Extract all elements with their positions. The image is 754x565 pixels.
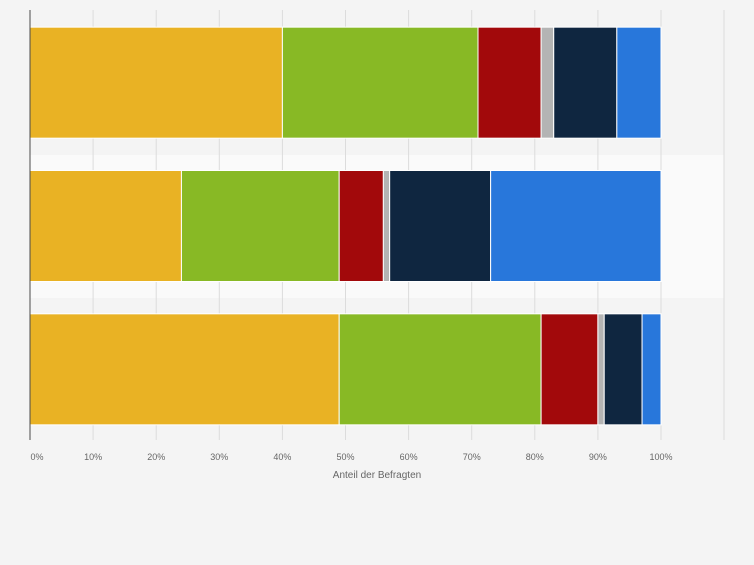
bars bbox=[29, 26, 662, 426]
bar-segment bbox=[180, 170, 340, 282]
bar-segment bbox=[553, 26, 618, 139]
x-tick-label: 0% bbox=[30, 452, 43, 462]
bar-segment bbox=[29, 313, 340, 426]
bar-segment bbox=[540, 26, 555, 139]
x-tick-label: 50% bbox=[336, 452, 354, 462]
bar-segment bbox=[490, 170, 662, 282]
x-tick-label: 60% bbox=[400, 452, 418, 462]
x-tick-label: 80% bbox=[526, 452, 544, 462]
x-tick-label: 20% bbox=[147, 452, 165, 462]
bar-segment bbox=[338, 313, 542, 426]
bar-segment bbox=[29, 26, 283, 139]
x-tick-label: 70% bbox=[463, 452, 481, 462]
bar-segment bbox=[477, 26, 542, 139]
x-tick-label: 10% bbox=[84, 452, 102, 462]
x-tick-label: 30% bbox=[210, 452, 228, 462]
bar-segment bbox=[338, 170, 384, 282]
x-tick-label: 40% bbox=[273, 452, 291, 462]
x-axis-label: Anteil der Befragten bbox=[333, 470, 421, 481]
bar-segment bbox=[540, 313, 599, 426]
bar-segment bbox=[641, 313, 662, 426]
bar-segment bbox=[597, 313, 605, 426]
x-tick-label: 90% bbox=[589, 452, 607, 462]
bar-segment bbox=[281, 26, 479, 139]
bar-segment bbox=[29, 170, 182, 282]
x-tick-label: 100% bbox=[649, 452, 672, 462]
bar-segment bbox=[603, 313, 643, 426]
bar-segment bbox=[389, 170, 492, 282]
bar-segment bbox=[382, 170, 391, 282]
x-axis-tick-labels: 0% 10% 20% 30% 40% 50% 60% 70% 80% 90% 100% bbox=[30, 452, 672, 462]
bar-segment bbox=[616, 26, 662, 139]
